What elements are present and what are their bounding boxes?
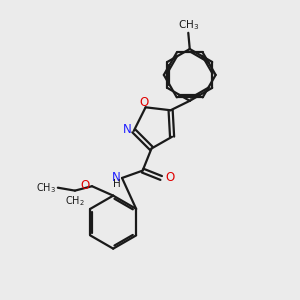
Text: N: N (123, 124, 132, 136)
Text: CH$_3$: CH$_3$ (178, 18, 199, 32)
Text: O: O (165, 171, 174, 184)
Text: O: O (139, 96, 148, 109)
Text: H: H (113, 179, 121, 189)
Text: N: N (112, 171, 121, 184)
Text: CH$_2$: CH$_2$ (65, 194, 85, 208)
Text: O: O (81, 179, 90, 192)
Text: CH$_3$: CH$_3$ (36, 181, 56, 195)
